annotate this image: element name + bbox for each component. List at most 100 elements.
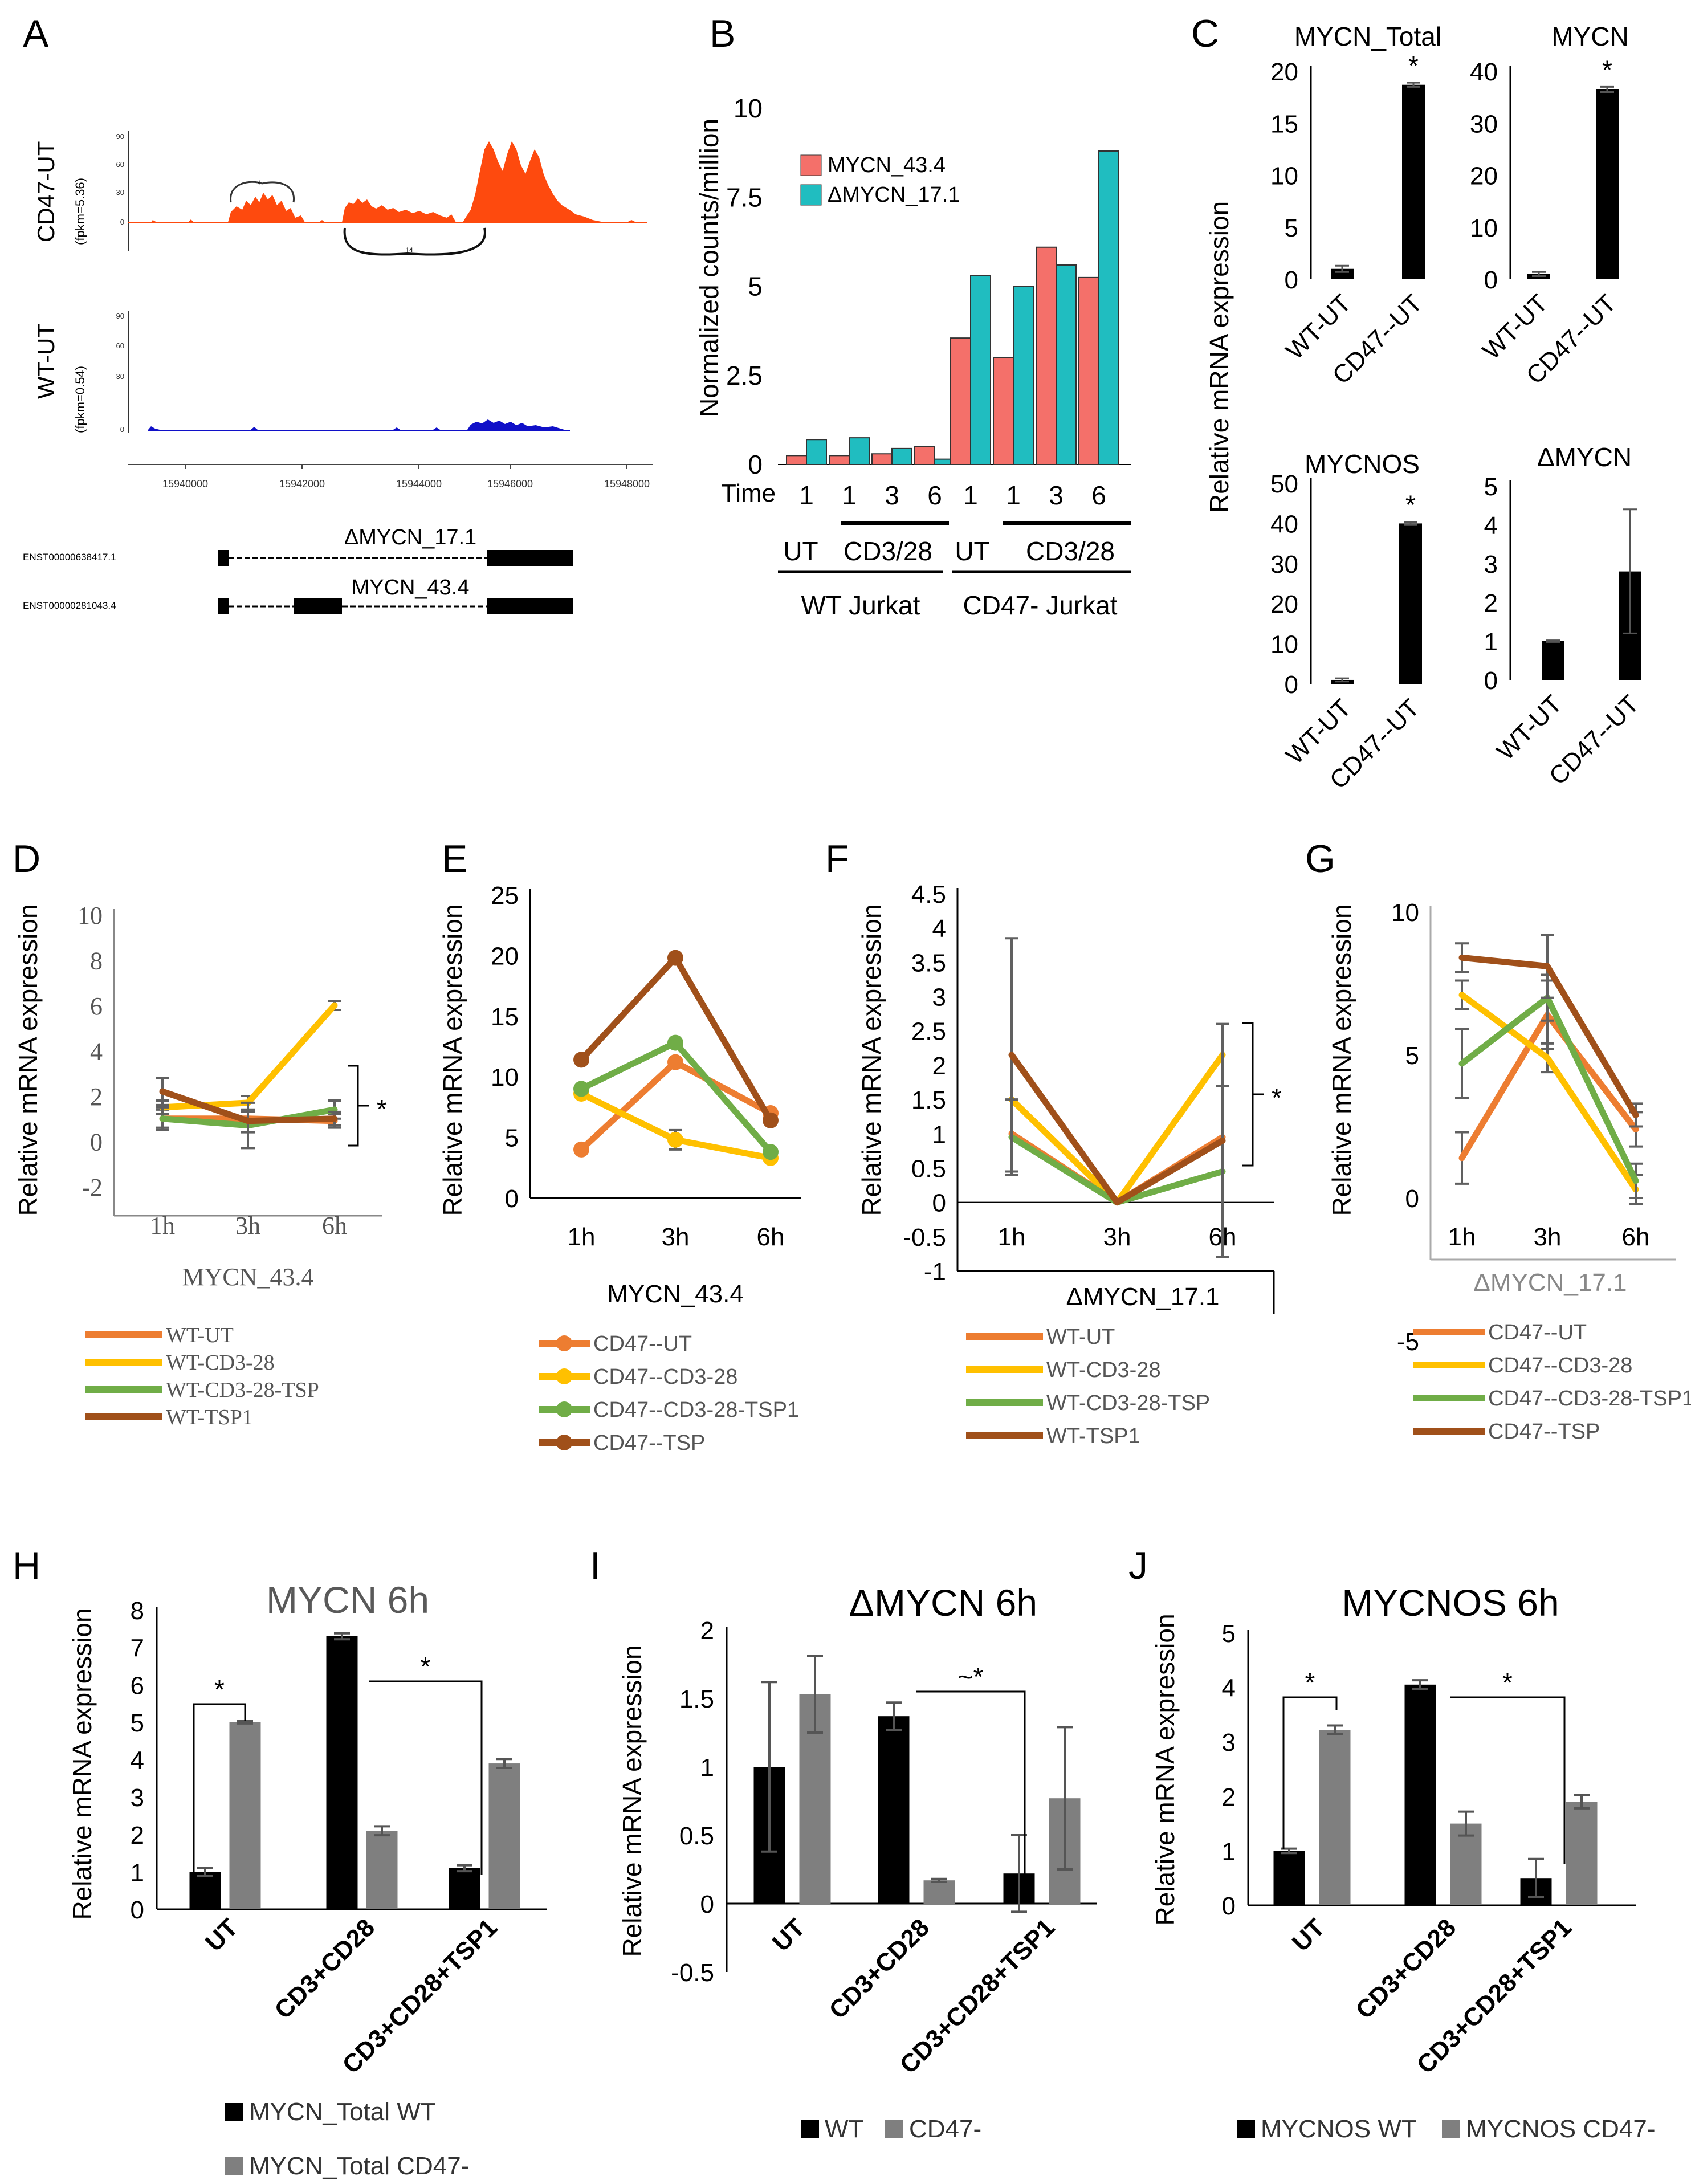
y-tick-label: 7.5 — [726, 182, 763, 212]
series-line — [1008, 1134, 1226, 1206]
y-tick-label: 0.5 — [911, 1155, 946, 1183]
bar — [1036, 246, 1057, 465]
y-tick-label: 2 — [90, 1083, 103, 1111]
y-tick-label: 2 — [1222, 1783, 1236, 1811]
y-tick-label: 4 — [131, 1747, 144, 1775]
bar — [1056, 264, 1077, 465]
condition-cd3-2: CD3/28 — [1026, 536, 1115, 566]
y-tick-label: 0.5 — [679, 1822, 714, 1850]
legend-label: WT-CD3-28-TSP — [1046, 1391, 1210, 1415]
chart-title: MYCN — [1551, 22, 1628, 51]
legend-label: MYCN_Total CD47- — [249, 2152, 469, 2180]
x-tick-label: 1h — [1448, 1223, 1476, 1251]
data-point — [667, 1054, 683, 1070]
y-tick-label: 10 — [1470, 214, 1498, 242]
x-tick-label: 3h — [1103, 1223, 1131, 1251]
x-tick-label: WT-UT — [1492, 690, 1567, 765]
y-tick-label: 5 — [1222, 1620, 1236, 1648]
significance-bracket — [916, 1690, 1026, 1878]
significance-bracket — [369, 1680, 483, 1875]
panel-c-labels: C Relative mRNA expression — [1191, 12, 1234, 513]
chart-title: ΔMYCN — [1537, 442, 1632, 472]
time-tick-label: 3 — [1049, 480, 1064, 510]
genomic-tick: 15944000 — [396, 478, 442, 490]
time-tick-label: 6 — [1091, 480, 1106, 510]
genomic-tick: 15942000 — [279, 478, 325, 490]
track2-sub: (fpkm=0.54) — [73, 366, 87, 433]
bar — [1450, 1823, 1482, 1905]
condition-ut-2: UT — [955, 536, 989, 566]
panel-letter-f: F — [825, 837, 849, 881]
y-tick-label: 10 — [78, 902, 103, 930]
panel-letter-b: B — [710, 12, 735, 55]
significance-star: * — [1602, 55, 1612, 84]
exon — [487, 598, 573, 614]
data-point — [573, 1141, 589, 1158]
y-tick-label: 0 — [748, 450, 763, 479]
legend-marker — [556, 1335, 572, 1351]
bar — [878, 1716, 910, 1904]
group-cd47: CD47- Jurkat — [963, 590, 1118, 620]
junction-arc-small-2 — [262, 181, 295, 203]
y-tick-label: 10 — [1270, 631, 1298, 659]
exon — [487, 550, 573, 566]
x-tick-label: CD3+CD28 — [269, 1913, 380, 2024]
series-line — [159, 1002, 338, 1111]
legend-label: CD47--CD3-28-TSP1 — [1488, 1387, 1691, 1411]
data-point — [667, 950, 683, 966]
chart-title: MYCNOS 6h — [1342, 1582, 1559, 1624]
legend-label: MYCN_43.4 — [828, 153, 946, 177]
significance-star: * — [1502, 1668, 1513, 1697]
legend-marker — [556, 1435, 572, 1450]
series-line — [159, 1088, 338, 1124]
panel-letters: D E F G H I J — [13, 837, 1335, 1587]
panel-letter-i: I — [590, 1544, 601, 1587]
bar — [1542, 641, 1564, 680]
y-tick-label: 2 — [932, 1052, 946, 1080]
y-tick-label: 10 — [1270, 162, 1298, 190]
junction-count-small: 4 — [258, 179, 262, 187]
y-tick-label: 2 — [131, 1822, 144, 1849]
coverage-track-cd47 — [128, 141, 647, 223]
y-tick-label: 6 — [90, 992, 103, 1020]
track1-label: CD47-UT — [32, 141, 59, 242]
y-tick-label: 5 — [1285, 214, 1298, 242]
series-line — [1008, 1052, 1226, 1206]
y-tick-label: 4 — [932, 915, 946, 943]
bar — [1098, 150, 1119, 465]
y-tick-label: 3.5 — [911, 949, 946, 977]
condition-cd3-1: CD3/28 — [844, 536, 932, 566]
x-tick-label: CD3+CD28 — [1350, 1913, 1461, 2024]
bar — [1319, 1730, 1351, 1905]
legend-label: MYCNOS CD47- — [1466, 2115, 1656, 2143]
y-tick-label: 7 — [131, 1635, 144, 1663]
legend-label: WT-UT — [1046, 1325, 1115, 1349]
transcript2-id: ENST00000281043.4 — [23, 600, 116, 611]
data-point — [573, 1081, 589, 1097]
y-tick-label: 0 — [1484, 667, 1498, 695]
y-tick-label: 20 — [1270, 58, 1298, 86]
legend-label: CD47--UT — [593, 1332, 692, 1356]
bar — [993, 357, 1014, 465]
y-tick-label: 4 — [1484, 512, 1498, 540]
bar — [950, 337, 971, 465]
bar — [923, 1880, 955, 1904]
legend-label: MYCNOS WT — [1261, 2115, 1417, 2143]
y-axis-label: Relative mRNA expression — [1327, 904, 1356, 1216]
track2-label: WT-UT — [32, 323, 59, 399]
y-tick-label: 3 — [1222, 1729, 1236, 1757]
time-tick-label: 3 — [885, 480, 899, 510]
track1-ytick: 0 — [120, 218, 124, 226]
data-point — [573, 1052, 589, 1068]
time-label: Time — [721, 479, 776, 507]
legend-label: CD47- — [909, 2115, 981, 2143]
legend-label: ΔMYCN_17.1 — [828, 183, 960, 207]
bar — [970, 275, 991, 465]
y-tick-label: 4 — [90, 1038, 103, 1066]
y-tick-label: 3 — [131, 1784, 144, 1812]
y-tick-label: 0 — [1405, 1185, 1419, 1213]
y-tick-label: -2 — [82, 1174, 103, 1201]
panel-letter-d: D — [13, 837, 40, 881]
track1-ytick: 90 — [116, 132, 124, 141]
legend-label: WT-CD3-28 — [1046, 1358, 1161, 1382]
